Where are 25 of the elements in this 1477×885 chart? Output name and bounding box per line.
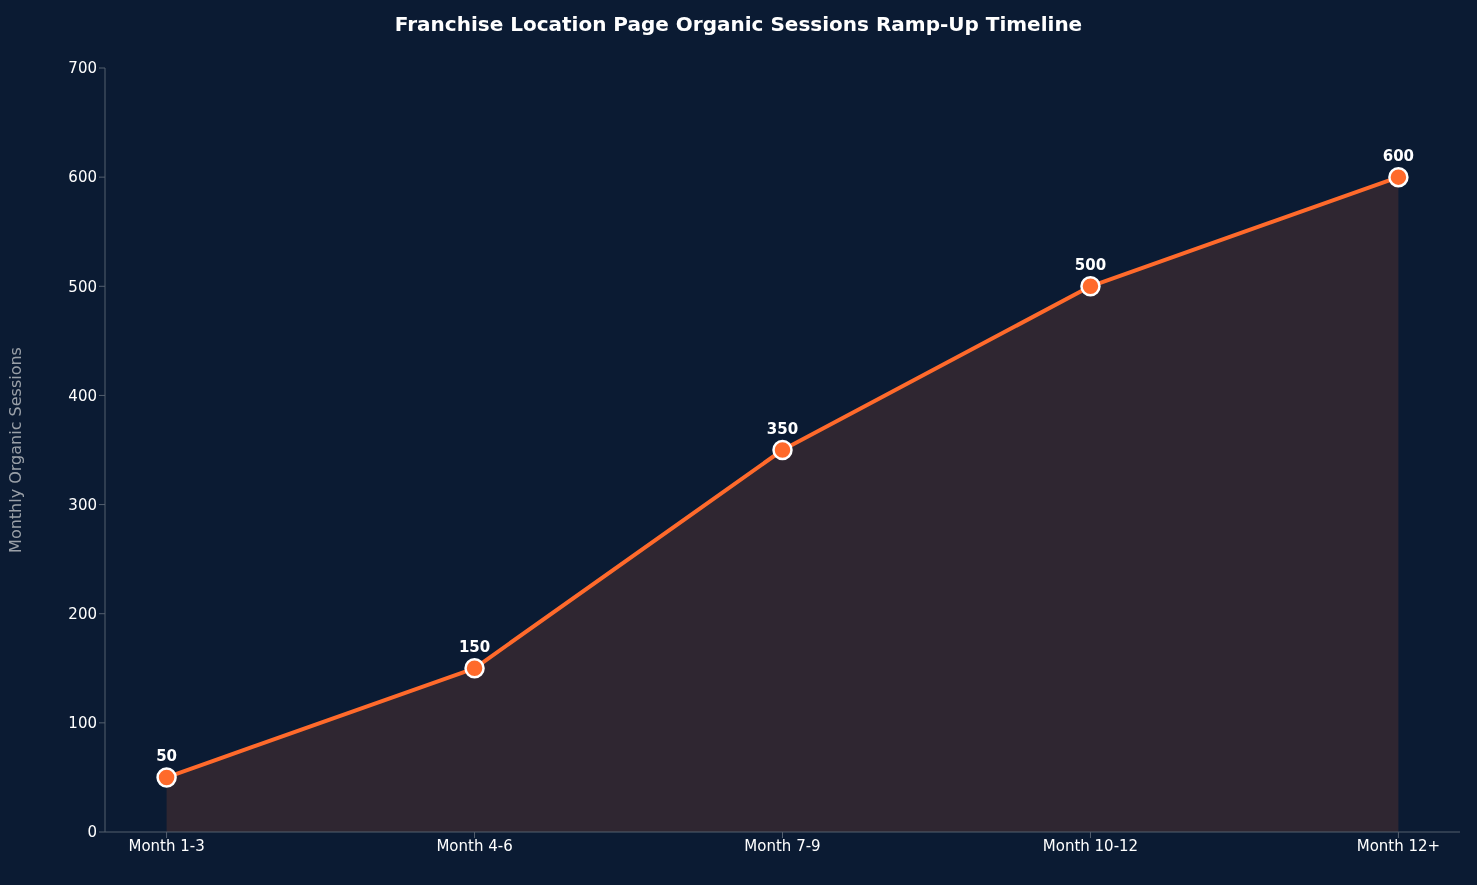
data-label: 350 (766, 420, 799, 438)
x-tick-label: Month 1-3 (128, 836, 205, 855)
point (464, 658, 485, 679)
data-label: 500 (1074, 256, 1107, 275)
x-tick-label: Month 4-6 (436, 836, 513, 855)
x-tick-label: Month 10-12 (1042, 836, 1139, 855)
y-tick-label: 0 (87, 823, 97, 842)
point (1388, 166, 1409, 188)
data-label: 600 (1382, 147, 1415, 166)
y-tick-label: 600 (68, 168, 97, 187)
y-tick-label: 100 (68, 714, 97, 733)
y-axis-title: Monthly Organic Sessions (5, 347, 25, 553)
y-tick-label: 500 (68, 277, 97, 296)
y-tick-label: 200 (68, 605, 97, 624)
data-label: 150 (458, 638, 491, 657)
point (156, 767, 177, 788)
point (772, 439, 793, 461)
data-label: 50 (156, 747, 178, 766)
point (1080, 276, 1101, 297)
x-tick-label: Month 12+ (1356, 836, 1441, 855)
y-tick-label: 400 (68, 386, 97, 405)
y-tick-label: 700 (68, 59, 97, 78)
x-tick-label: Month 7-9 (744, 836, 821, 855)
y-tick-label: 300 (68, 495, 97, 514)
chart-title: Franchise Location Page Organic Sessions Ramp-Up Timeline (393, 12, 1084, 36)
